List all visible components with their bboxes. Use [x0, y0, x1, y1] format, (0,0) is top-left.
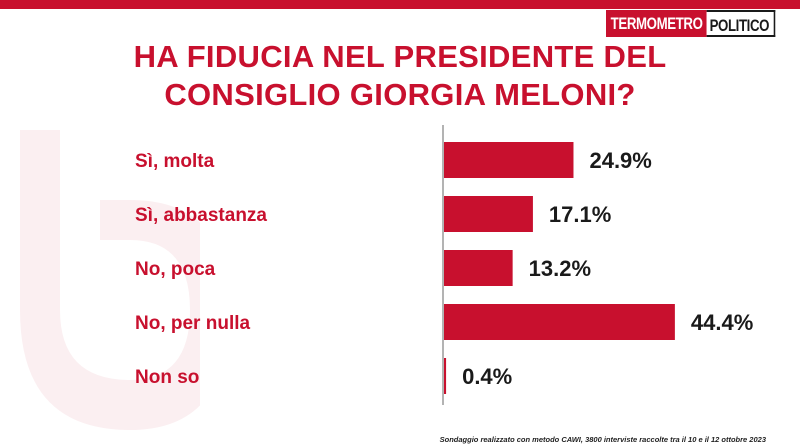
data-label: 24.9% — [589, 148, 651, 173]
bar — [444, 304, 675, 340]
title-line-2: CONSIGLIO GIORGIA MELONI? — [164, 77, 636, 112]
title-line-1: HA FIDUCIA NEL PRESIDENTE DEL — [133, 39, 667, 74]
bar — [444, 196, 533, 232]
survey-footnote: Sondaggio realizzato con metodo CAWI, 38… — [439, 435, 766, 444]
category-label: No, per nulla — [135, 313, 251, 334]
data-label: 0.4% — [462, 364, 512, 389]
chart-title: HA FIDUCIA NEL PRESIDENTE DEL CONSIGLIO … — [0, 38, 800, 114]
bar — [444, 142, 574, 178]
bar — [444, 358, 447, 394]
data-label: 13.2% — [529, 256, 591, 281]
category-label: Sì, molta — [135, 151, 215, 172]
data-label: 44.4% — [691, 310, 753, 335]
category-label: Sì, abbastanza — [135, 205, 267, 226]
data-label: 17.1% — [549, 202, 611, 227]
logo-part-2: POLITICO — [706, 10, 776, 37]
termometro-politico-logo: TERMOMETRO POLITICO — [606, 10, 776, 37]
category-label: Non so — [135, 367, 199, 388]
top-accent-bar — [0, 0, 800, 9]
bar — [444, 250, 513, 286]
category-label: No, poca — [135, 259, 216, 280]
logo-part-1: TERMOMETRO — [606, 10, 707, 37]
